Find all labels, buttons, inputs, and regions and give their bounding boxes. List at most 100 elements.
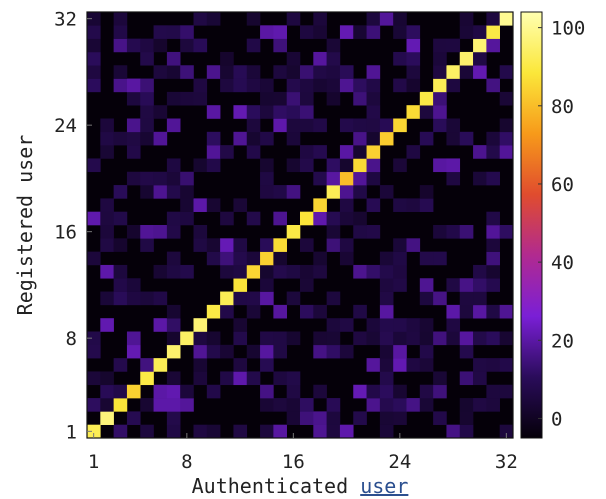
diagonal-cell bbox=[100, 411, 114, 425]
heatmap-cell bbox=[153, 225, 168, 239]
heatmap-cell bbox=[166, 251, 181, 266]
heatmap-cell bbox=[300, 158, 314, 173]
heatmap-cell bbox=[326, 38, 341, 53]
diagonal-cell bbox=[313, 198, 327, 212]
diagonal-cell bbox=[233, 278, 248, 292]
heatmap-cell bbox=[206, 158, 221, 173]
heatmap-cell bbox=[419, 331, 434, 346]
heatmap-cell bbox=[313, 424, 327, 439]
heatmap-cell bbox=[313, 251, 327, 266]
x-axis-title: Authenticated user bbox=[192, 474, 409, 498]
heatmap-cell bbox=[273, 344, 287, 359]
heatmap-cell bbox=[353, 304, 367, 319]
heatmap-cell bbox=[326, 51, 341, 66]
heatmap-cell bbox=[260, 344, 274, 359]
heatmap-cell bbox=[393, 78, 407, 93]
heatmap-cell bbox=[499, 65, 514, 79]
heatmap-cell bbox=[459, 371, 474, 386]
heatmap-cell bbox=[419, 344, 434, 359]
heatmap-cell bbox=[353, 225, 367, 239]
heatmap-cell bbox=[220, 51, 234, 66]
heatmap-cell bbox=[113, 358, 128, 372]
heatmap-cell bbox=[459, 225, 474, 239]
heatmap-cell bbox=[273, 264, 287, 279]
heatmap-cell bbox=[446, 278, 461, 292]
heatmap-cell bbox=[406, 38, 421, 53]
heatmap-cell bbox=[180, 171, 194, 186]
heatmap-cell bbox=[126, 38, 141, 53]
heatmap-cell bbox=[140, 291, 154, 306]
heatmap-cell bbox=[233, 65, 248, 79]
diagonal-cell bbox=[153, 358, 168, 372]
heatmap-cell bbox=[260, 331, 274, 346]
heatmap-cell bbox=[433, 371, 447, 386]
heatmap-cell bbox=[486, 398, 500, 412]
heatmap-cell bbox=[260, 105, 274, 119]
heatmap-cell bbox=[233, 291, 248, 306]
heatmap-cell bbox=[499, 131, 514, 146]
heatmap-cell bbox=[339, 25, 354, 39]
heatmap-cell bbox=[166, 51, 181, 66]
heatmap-cell bbox=[100, 131, 114, 146]
heatmap-cell bbox=[393, 158, 407, 173]
heatmap-cell bbox=[459, 398, 474, 412]
heatmap-cell bbox=[126, 344, 141, 359]
heatmap-cell bbox=[499, 331, 514, 346]
heatmap-cell bbox=[499, 225, 514, 239]
heatmap-cell bbox=[126, 331, 141, 346]
heatmap-cell bbox=[246, 304, 261, 319]
heatmap-cell bbox=[246, 65, 261, 79]
heatmap-cell bbox=[419, 278, 434, 292]
heatmap-cell bbox=[379, 411, 394, 425]
heatmap-cell bbox=[313, 12, 327, 26]
heatmap-cell bbox=[87, 65, 101, 79]
heatmap-cell bbox=[366, 25, 381, 39]
heatmap-cell bbox=[100, 238, 114, 252]
heatmap-cell bbox=[153, 318, 168, 332]
heatmap-cell bbox=[366, 225, 381, 239]
heatmap-cell bbox=[260, 171, 274, 186]
heatmap-cell bbox=[206, 12, 221, 26]
heatmap-cell bbox=[286, 398, 301, 412]
heatmap-cell bbox=[166, 264, 181, 279]
heatmap-cell bbox=[113, 211, 128, 226]
heatmap-cell bbox=[286, 371, 301, 386]
heatmap-cell bbox=[313, 145, 327, 159]
heatmap-cell bbox=[406, 78, 421, 93]
heatmap-cell bbox=[313, 411, 327, 425]
heatmap-cell bbox=[113, 238, 128, 252]
heatmap-cell bbox=[366, 131, 381, 146]
heatmap-cell bbox=[486, 384, 500, 399]
heatmap-cell bbox=[180, 398, 194, 412]
heatmap-cell bbox=[180, 185, 194, 199]
heatmap-cell bbox=[393, 411, 407, 425]
heatmap-cell bbox=[446, 131, 461, 146]
heatmap-cell bbox=[220, 65, 234, 79]
heatmap-cell bbox=[100, 318, 114, 332]
heatmap-cell bbox=[446, 318, 461, 332]
heatmap-cell bbox=[393, 25, 407, 39]
heatmap-cell bbox=[87, 211, 101, 226]
heatmap-cell bbox=[166, 25, 181, 39]
heatmap-cell bbox=[180, 264, 194, 279]
heatmap-cell bbox=[393, 251, 407, 266]
x-tick-label: 1 bbox=[88, 451, 99, 473]
heatmap-cell bbox=[246, 105, 261, 119]
heatmap-cell bbox=[313, 51, 327, 66]
x-axis-title-link[interactable]: user bbox=[360, 474, 408, 498]
heatmap-cell bbox=[166, 211, 181, 226]
heatmap-cell bbox=[166, 171, 181, 186]
heatmap-cell bbox=[286, 264, 301, 279]
heatmap-cell bbox=[313, 78, 327, 93]
heatmap-cell bbox=[406, 238, 421, 252]
heatmap-cell bbox=[366, 384, 381, 399]
heatmap-cell bbox=[260, 238, 274, 252]
heatmap-cell bbox=[313, 25, 327, 39]
heatmap-cell bbox=[339, 424, 354, 439]
heatmap-cell bbox=[273, 118, 287, 133]
heatmap-cell bbox=[433, 105, 447, 119]
heatmap-cell bbox=[379, 344, 394, 359]
heatmap-cell bbox=[366, 65, 381, 79]
heatmap-cell bbox=[419, 384, 434, 399]
heatmap-cell bbox=[153, 185, 168, 199]
